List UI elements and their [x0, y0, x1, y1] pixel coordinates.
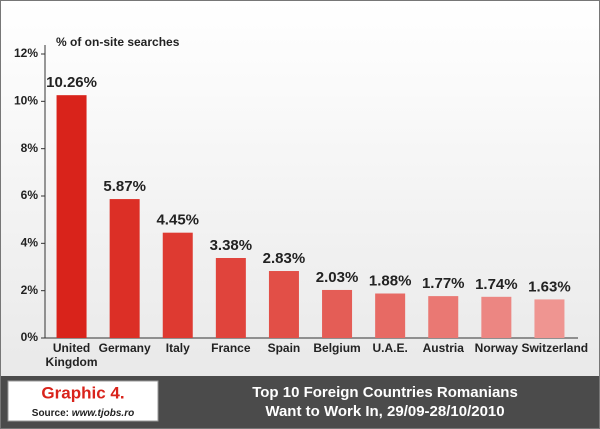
x-tick-label: Norway: [474, 341, 519, 355]
value-label: 1.77%: [422, 275, 465, 292]
value-label: 2.83%: [263, 250, 306, 267]
value-label: 10.26%: [46, 74, 97, 91]
bar: [109, 199, 140, 338]
y-tick-label: 2%: [21, 283, 39, 297]
bar: [56, 95, 87, 339]
bar: [375, 293, 406, 338]
bar: [534, 299, 565, 338]
x-tick-label: United Kingdom: [45, 341, 98, 369]
y-axis-label: % of on-site searches: [56, 35, 180, 49]
y-tick-label: 4%: [21, 236, 39, 250]
title-line: Top 10 Foreign Countries Romanians: [252, 384, 518, 401]
title-line: Want to Work In, 29/09-28/10/2010: [265, 403, 504, 420]
value-label: 1.88%: [369, 272, 412, 289]
bar: [215, 258, 246, 338]
value-label: 1.63%: [528, 278, 571, 295]
x-tick-label: Austria: [422, 341, 464, 355]
y-tick-label: 10%: [14, 94, 38, 108]
bar: [481, 296, 512, 338]
x-tick-label: Belgium: [313, 341, 361, 355]
value-label: 5.87%: [103, 178, 146, 195]
value-label: 4.45%: [156, 212, 199, 229]
y-tick-label: 0%: [21, 330, 39, 344]
y-tick-label: 6%: [21, 188, 39, 202]
y-tick-label: 8%: [21, 141, 39, 155]
value-label: 1.74%: [475, 276, 518, 293]
x-tick-label: Italy: [165, 341, 190, 355]
x-tick-label: Germany: [98, 341, 151, 355]
x-tick-label: Switzerland: [521, 341, 589, 355]
source-label: Source:: [32, 408, 69, 419]
source: Source: www.tjobs.ro: [32, 408, 134, 419]
graphic-box: [7, 380, 159, 422]
bar: [322, 289, 353, 338]
bar: [268, 271, 299, 338]
bar: [428, 296, 459, 338]
bar: [162, 232, 193, 338]
x-tick-label: France: [211, 341, 251, 355]
graphic-label: Graphic 4.: [41, 383, 124, 402]
x-tick-label: Spain: [267, 341, 301, 355]
value-label: 2.03%: [316, 269, 359, 286]
value-label: 3.38%: [210, 237, 253, 254]
x-tick-label: U.A.E.: [372, 341, 408, 355]
source-url: www.tjobs.ro: [72, 408, 134, 419]
y-tick-label: 12%: [14, 46, 38, 60]
